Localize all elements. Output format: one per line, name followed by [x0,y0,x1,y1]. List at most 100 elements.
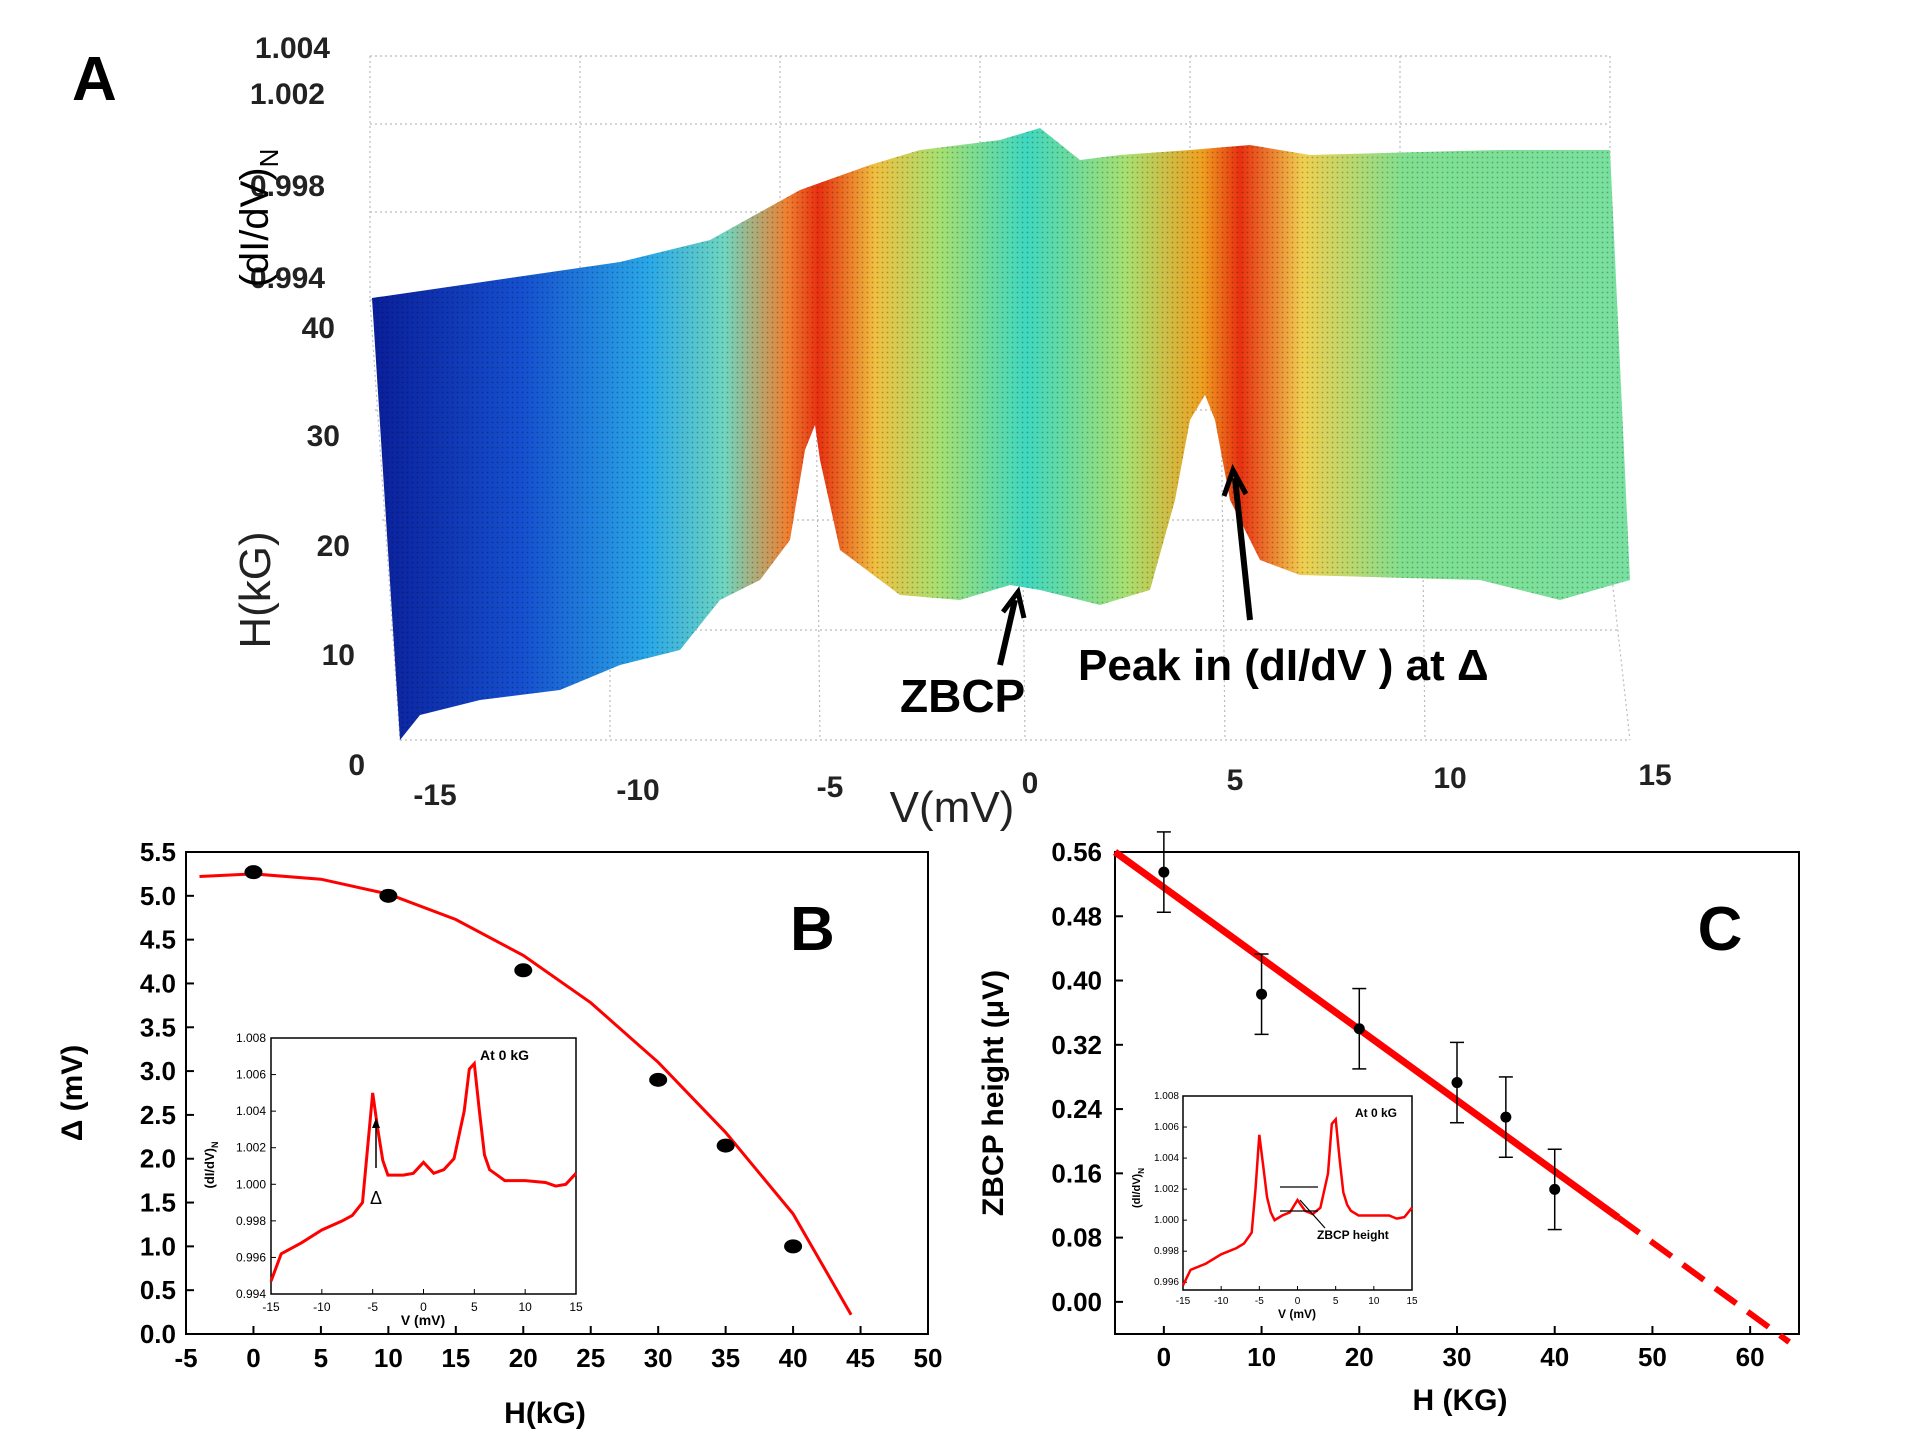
c-data-point [1158,866,1170,878]
c-inset-x-tick-label: -5 [1255,1296,1264,1307]
b-y-tick-label: 5.5 [140,837,176,867]
c-inset-frame [1182,1095,1413,1291]
panel-b-label: B [790,895,835,964]
b-y-tick-label: 3.0 [140,1056,176,1086]
c-inset-x-tick-label: -15 [1176,1296,1191,1307]
a-z-tick: 1.002 [250,78,325,111]
b-inset-y-tick-label: 1.000 [236,1177,266,1191]
b-y-tick-label: 2.5 [140,1100,176,1130]
b-data-point [649,1072,668,1087]
b-inset-frame [270,1037,577,1295]
c-inset-y-tick-label: 1.000 [1154,1215,1179,1226]
panel-a: A [72,32,1672,832]
b-inset-x-tick-label: 10 [518,1300,532,1314]
c-y-tick-label: 0.32 [1051,1030,1102,1060]
b-ylabel: Δ (mV) [56,1045,89,1142]
c-inset-y-tick-label: 1.002 [1154,1184,1179,1195]
c-points [1156,831,1562,1231]
c-xlabel: H (KG) [1413,1384,1508,1417]
c-y-tick-label: 0.40 [1051,966,1102,996]
b-inset-y-tick-label: 0.994 [236,1287,266,1301]
c-inset-x-tick-label: 10 [1368,1296,1380,1307]
b-x-tick-label: 5 [314,1343,328,1373]
c-fit [1112,849,1791,1345]
c-inset: -15 -10 -5 0 5 10 15 0.996 0.998 1.000 1.002 1.004 1… [1131,1091,1418,1321]
b-y-tick-label: 0.5 [140,1275,176,1305]
peak-annotation: Peak in (dI/dV ) at Δ [1078,641,1489,690]
a-h-tick: 20 [317,530,350,563]
b-x-tick-label: 35 [711,1343,740,1373]
c-x-tick-label: 50 [1638,1342,1667,1372]
b-axes: -5 0 5 10 15 20 25 30 35 40 45 500.00.51.01.52.02.5… [140,837,943,1373]
b-inset-x-tick-label: -5 [367,1300,378,1314]
c-y-tick-label: 0.00 [1051,1287,1102,1317]
b-x-tick-label: 20 [509,1343,538,1373]
a-zlabel: (dI/dV)N [233,149,284,288]
a-z-tick: 1.004 [255,32,330,65]
c-y-tick-label: 0.08 [1051,1223,1102,1253]
c-y-tick-label: 0.48 [1051,901,1102,931]
delta-marker-head [372,1118,380,1128]
a-h-tick: 30 [307,420,340,453]
b-y-tick-label: 5.0 [140,881,176,911]
b-data-point [716,1138,735,1153]
b-inset-y-tick-label: 1.004 [236,1104,266,1118]
panel-c: 0 10 20 30 40 50 600.000.080.160.240.320.400.4… [977,831,1800,1417]
c-inset-line [1181,1116,1413,1286]
b-inset-title: At 0 kG [480,1047,529,1063]
panel-c-label: C [1698,895,1743,964]
b-inset-axes: -15 -10 -5 0 5 10 15 0.994 0.996 0.998 1.000 1.002 1… [236,1031,583,1314]
c-inset-curve [1181,1116,1413,1286]
b-inset-x-tick-label: 0 [420,1300,427,1314]
b-xlabel: H(kG) [504,1397,586,1430]
c-inset-y-tick-label: 1.006 [1154,1122,1179,1133]
a-v-tick: -10 [616,774,659,807]
zbcp-height-marker [1280,1186,1326,1229]
b-y-tick-label: 1.5 [140,1188,176,1218]
c-x-tick-label: 10 [1247,1342,1276,1372]
b-x-tick-label: 15 [441,1343,470,1373]
c-inset-ylabel: (dI/dV)N [1131,1168,1146,1208]
c-inset-y-tick-label: 0.996 [1154,1277,1179,1288]
delta-label: Δ [370,1188,382,1208]
a-h-tick: 10 [322,639,355,672]
b-inset-y-tick-label: 1.006 [236,1068,266,1082]
peak-arrow [1221,463,1253,621]
b-x-tick-label: 40 [779,1343,808,1373]
a-z-tick: 0.998 [250,170,325,203]
b-inset-curve [269,1060,578,1282]
c-ylabel: ZBCP height (μV) [977,970,1010,1216]
zbcp-arrow [997,586,1027,666]
c-x-tick-label: 30 [1443,1342,1472,1372]
c-inset-title: At 0 kG [1355,1106,1397,1120]
zbcp-height-label: ZBCP height [1317,1228,1389,1242]
b-y-tick-label: 4.0 [140,968,176,998]
b-inset-x-tick-label: -15 [262,1300,280,1314]
c-data-point [1353,1023,1365,1035]
panel-a-surface [372,128,1630,740]
b-y-tick-label: 2.0 [140,1144,176,1174]
b-y-tick-label: 3.5 [140,1012,176,1042]
b-inset-x-tick-label: 15 [569,1300,583,1314]
c-axes: 0 10 20 30 40 50 600.000.080.160.240.320.400.4… [1051,837,1764,1372]
b-inset-y-tick-label: 0.998 [236,1214,266,1228]
b-data-point [514,963,533,978]
c-x-tick-label: 20 [1345,1342,1374,1372]
b-y-tick-label: 4.5 [140,925,176,955]
c-extrapolation-line [1616,1215,1791,1345]
b-inset-ylabel: (dI/dV)N [202,1142,220,1189]
b-x-tick-label: 45 [846,1343,875,1373]
c-x-tick-label: 60 [1736,1342,1765,1372]
c-y-tick-label: 0.16 [1051,1158,1102,1188]
a-z-tick: 0.994 [250,262,325,295]
b-fit-line [199,872,853,1316]
a-v-tick: 0 [1022,767,1039,800]
a-v-tick: 5 [1227,764,1244,797]
panel-a-label: A [72,45,117,114]
b-x-tick-label: 25 [576,1343,605,1373]
c-inset-x-tick-label: 5 [1333,1296,1339,1307]
b-inset-line [269,1060,578,1282]
c-data-point [1451,1077,1463,1089]
b-plot-frame [185,851,929,1335]
